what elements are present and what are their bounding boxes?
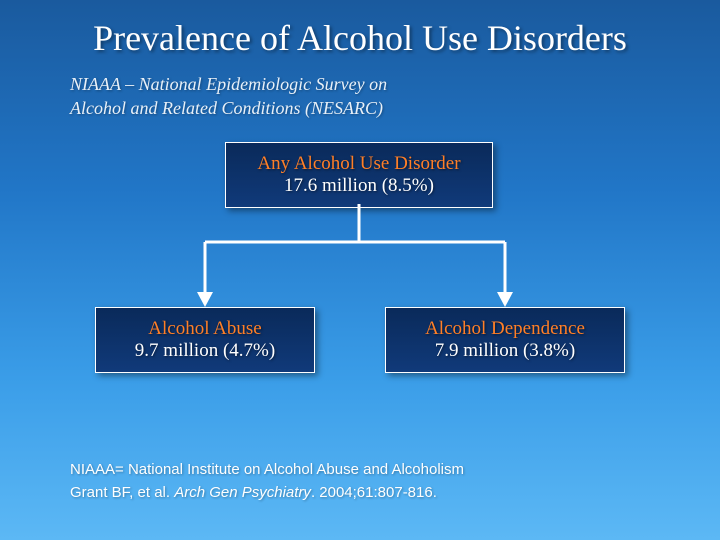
slide-title: Prevalence of Alcohol Use Disorders <box>0 0 720 59</box>
node-right: Alcohol Dependence 7.9 million (3.8%) <box>385 307 625 373</box>
slide-subtitle: NIAAA – National Epidemiologic Survey on… <box>70 73 720 120</box>
subtitle-line-2: Alcohol and Related Conditions (NESARC) <box>70 98 383 118</box>
footnote: NIAAA= National Institute on Alcohol Abu… <box>70 459 464 504</box>
node-left-value: 9.7 million (4.7%) <box>114 340 296 362</box>
node-right-value: 7.9 million (3.8%) <box>404 340 606 362</box>
node-root-value: 17.6 million (8.5%) <box>244 175 474 197</box>
node-left: Alcohol Abuse 9.7 million (4.7%) <box>95 307 315 373</box>
footnote-author: Grant BF, et al. <box>70 484 174 501</box>
footnote-journal: Arch Gen Psychiatry <box>174 484 311 501</box>
node-root: Any Alcohol Use Disorder 17.6 million (8… <box>225 142 493 208</box>
arrowhead-left-icon <box>197 292 213 307</box>
footnote-line-2: Grant BF, et al. Arch Gen Psychiatry. 20… <box>70 482 464 505</box>
footnote-line-1: NIAAA= National Institute on Alcohol Abu… <box>70 459 464 482</box>
node-right-label: Alcohol Dependence <box>404 318 606 340</box>
node-left-label: Alcohol Abuse <box>114 318 296 340</box>
footnote-citation: . 2004;61:807-816. <box>311 484 437 501</box>
hierarchy-diagram: Any Alcohol Use Disorder 17.6 million (8… <box>0 142 720 402</box>
subtitle-line-1: NIAAA – National Epidemiologic Survey on <box>70 74 387 94</box>
arrowhead-right-icon <box>497 292 513 307</box>
node-root-label: Any Alcohol Use Disorder <box>244 153 474 175</box>
